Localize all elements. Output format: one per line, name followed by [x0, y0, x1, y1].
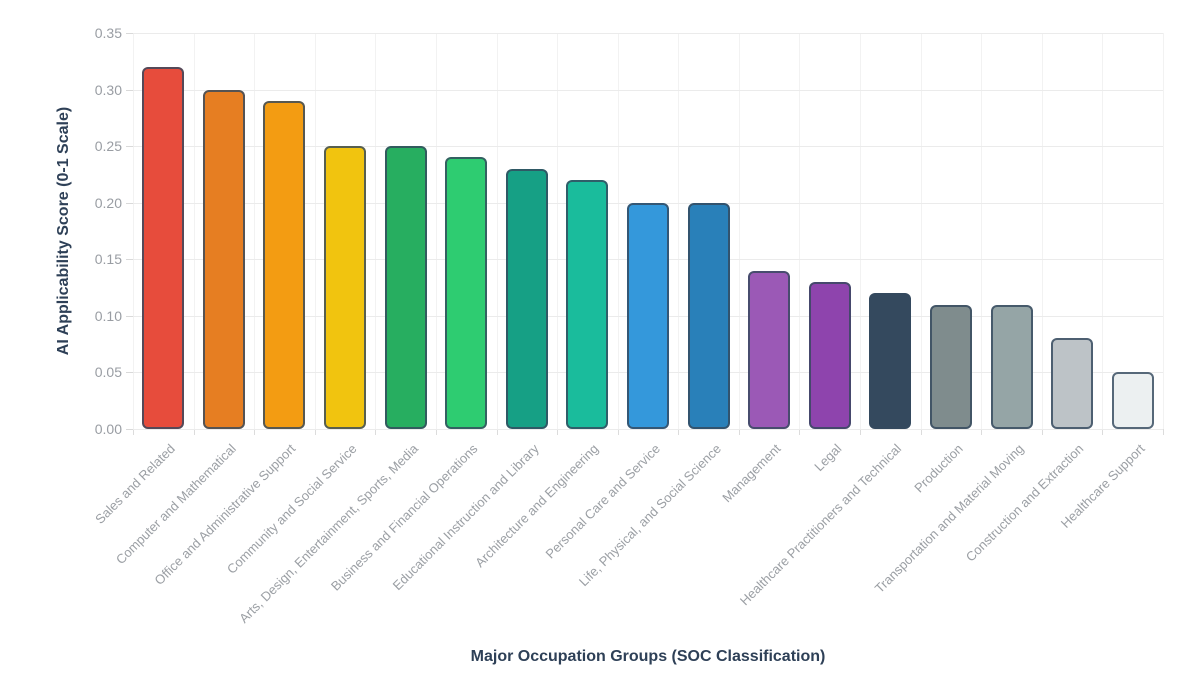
- x-tick-label: Computer and Mathematical: [112, 441, 239, 568]
- y-tick-label: 0.05: [94, 364, 122, 380]
- x-tick-label: Construction and Extraction: [963, 441, 1087, 565]
- x-axis-tick-mark: [921, 429, 922, 435]
- vertical-gridline: [981, 33, 982, 429]
- x-axis-tick-mark: [194, 429, 195, 435]
- y-axis-tick-mark: [126, 146, 133, 147]
- y-tick-label: 0.20: [94, 195, 122, 211]
- vertical-gridline: [557, 33, 558, 429]
- vertical-gridline: [1042, 33, 1043, 429]
- y-tick-label: 0.00: [94, 421, 122, 437]
- y-tick-label: 0.35: [94, 25, 122, 41]
- y-axis-tick-mark: [126, 203, 133, 204]
- y-axis-tick-mark: [126, 90, 133, 91]
- x-axis-title: Major Occupation Groups (SOC Classificat…: [470, 648, 826, 665]
- vertical-gridline: [436, 33, 437, 429]
- x-axis-tick-mark: [739, 429, 740, 435]
- vertical-gridline: [921, 33, 922, 429]
- vertical-gridline: [254, 33, 255, 429]
- x-tick-label: Legal: [811, 441, 845, 475]
- x-axis-tick-mark: [799, 429, 800, 435]
- x-axis-tick-mark: [497, 429, 498, 435]
- x-axis-tick-mark: [1042, 429, 1043, 435]
- x-axis-tick-mark: [254, 429, 255, 435]
- x-axis-tick-mark: [436, 429, 437, 435]
- x-axis-tick-mark: [557, 429, 558, 435]
- y-axis-tick-mark: [126, 316, 133, 317]
- bar-architecture-and-engineering[interactable]: [566, 180, 608, 429]
- bar-sales-and-related[interactable]: [142, 67, 184, 429]
- y-axis-tick-mark: [126, 372, 133, 373]
- vertical-gridline: [375, 33, 376, 429]
- x-axis-tick-mark: [133, 429, 134, 435]
- y-tick-label: 0.25: [94, 138, 122, 154]
- vertical-gridline: [497, 33, 498, 429]
- bar-educational-instruction-and-library[interactable]: [506, 169, 548, 429]
- vertical-gridline: [1163, 33, 1164, 429]
- bar-healthcare-support[interactable]: [1112, 372, 1154, 429]
- y-tick-label: 0.10: [94, 308, 122, 324]
- bar-healthcare-practitioners-and-technical[interactable]: [869, 293, 911, 429]
- bar-legal[interactable]: [809, 282, 851, 429]
- bar-construction-and-extraction[interactable]: [1051, 338, 1093, 429]
- bar-personal-care-and-service[interactable]: [627, 203, 669, 429]
- plot-area: [126, 33, 1164, 435]
- x-axis-tick-mark: [618, 429, 619, 435]
- bar-production[interactable]: [930, 305, 972, 429]
- y-axis-tick-mark: [126, 429, 133, 430]
- x-axis-tick-mark: [375, 429, 376, 435]
- y-axis-title: AI Applicability Score (0-1 Scale): [55, 106, 72, 356]
- x-axis-tick-mark: [1102, 429, 1103, 435]
- x-axis-tick-mark: [1163, 429, 1164, 435]
- bar-management[interactable]: [748, 271, 790, 429]
- y-tick-label: 0.15: [94, 251, 122, 267]
- horizontal-gridline: [133, 429, 1163, 430]
- x-tick-label: Architecture and Engineering: [472, 441, 602, 571]
- horizontal-gridline: [133, 146, 1163, 147]
- x-axis-tick-mark: [315, 429, 316, 435]
- y-axis-tick-mark: [126, 259, 133, 260]
- x-tick-label: Community and Social Service: [223, 441, 360, 577]
- bar-transportation-and-material-moving[interactable]: [991, 305, 1033, 429]
- vertical-gridline: [315, 33, 316, 429]
- vertical-gridline: [194, 33, 195, 429]
- y-axis-tick-mark: [126, 33, 133, 34]
- vertical-gridline: [799, 33, 800, 429]
- vertical-gridline: [860, 33, 861, 429]
- x-axis-tick-mark: [981, 429, 982, 435]
- x-axis-tick-mark: [678, 429, 679, 435]
- vertical-gridline: [618, 33, 619, 429]
- bar-computer-and-mathematical[interactable]: [203, 90, 245, 429]
- x-tick-label: Personal Care and Service: [542, 441, 663, 562]
- horizontal-gridline: [133, 33, 1163, 34]
- bar-life-physical-and-social-science[interactable]: [688, 203, 730, 429]
- horizontal-gridline: [133, 90, 1163, 91]
- bar-office-and-administrative-support[interactable]: [263, 101, 305, 429]
- vertical-gridline: [133, 33, 134, 429]
- bar-arts-design-entertainment-sports-media[interactable]: [385, 146, 427, 429]
- x-tick-label: Production: [911, 441, 966, 496]
- bar-business-and-financial-operations[interactable]: [445, 157, 487, 429]
- vertical-gridline: [678, 33, 679, 429]
- vertical-gridline: [739, 33, 740, 429]
- x-axis-tick-mark: [860, 429, 861, 435]
- bar-community-and-social-service[interactable]: [324, 146, 366, 429]
- y-tick-label: 0.30: [94, 82, 122, 98]
- vertical-gridline: [1102, 33, 1103, 429]
- x-tick-label: Management: [719, 441, 784, 506]
